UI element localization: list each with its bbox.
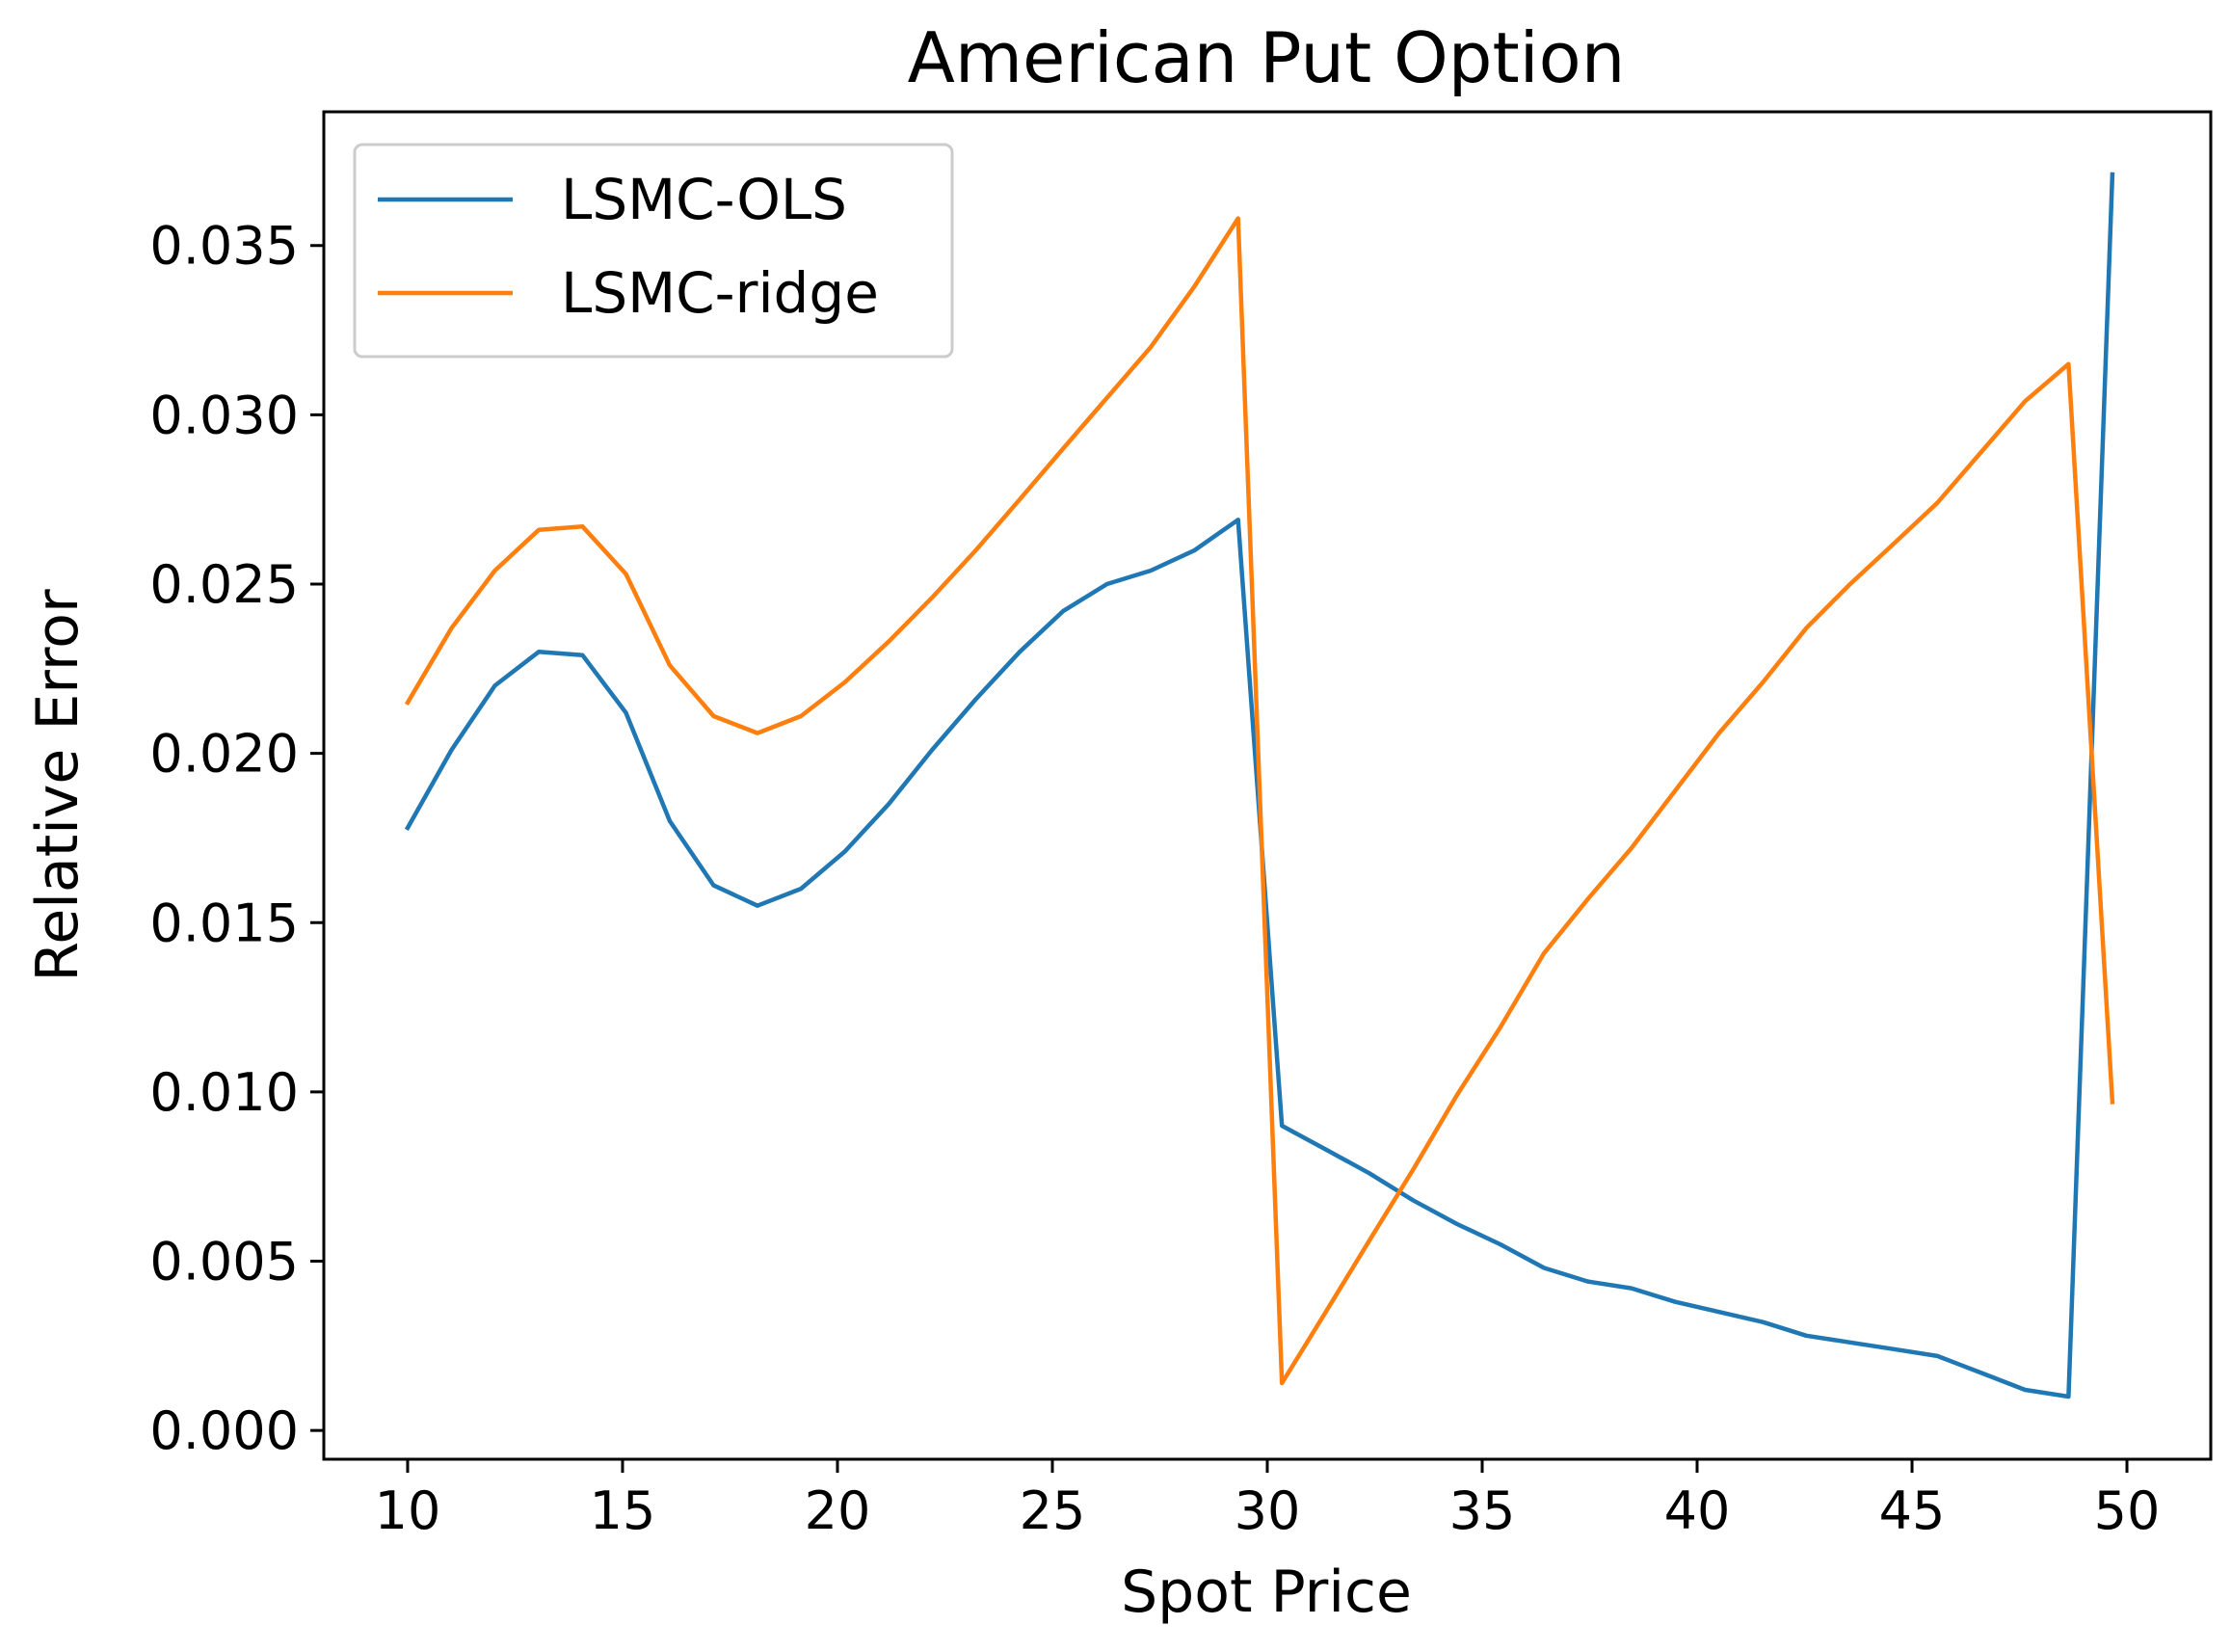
chart-title: American Put Option	[908, 17, 1626, 98]
x-tick-label: 45	[1879, 1480, 1946, 1541]
x-tick-label: 15	[590, 1480, 656, 1541]
x-tick-label: 25	[1020, 1480, 1086, 1541]
y-tick-label: 0.020	[149, 724, 299, 785]
x-tick-label: 10	[375, 1480, 441, 1541]
y-axis-title: Relative Error	[24, 589, 92, 982]
series-layer	[404, 172, 2115, 1399]
y-tick-label: 0.025	[149, 554, 299, 615]
legend-label-lsmc-ols: LSMC-OLS	[561, 167, 847, 232]
x-axis-title: Spot Price	[1121, 1559, 1412, 1626]
plot-frame	[322, 110, 2213, 1461]
x-tick-label: 40	[1664, 1480, 1731, 1541]
y-axis-ticks: 0.000 0.005 0.010 0.015 0.020 0.025 0.030 0.035	[149, 216, 324, 1461]
series-line-lsmc-ridge	[404, 216, 2115, 1386]
legend-label-lsmc-ridge: LSMC-ridge	[561, 260, 879, 326]
x-tick-label: 35	[1449, 1480, 1516, 1541]
y-tick-label: 0.035	[149, 216, 299, 277]
x-axis-ticks: 10 15 20 25 30 35 40 45 50	[375, 1459, 2161, 1541]
y-tick-label: 0.005	[149, 1232, 299, 1292]
legend: LSMC-OLS LSMC-ridge	[353, 143, 954, 359]
x-tick-label: 20	[805, 1480, 871, 1541]
y-tick-label: 0.000	[149, 1400, 299, 1461]
x-tick-label: 30	[1235, 1480, 1301, 1541]
x-tick-label: 50	[2094, 1480, 2161, 1541]
y-tick-label: 0.010	[149, 1062, 299, 1123]
y-tick-label: 0.030	[149, 385, 299, 445]
y-tick-label: 0.015	[149, 893, 299, 953]
